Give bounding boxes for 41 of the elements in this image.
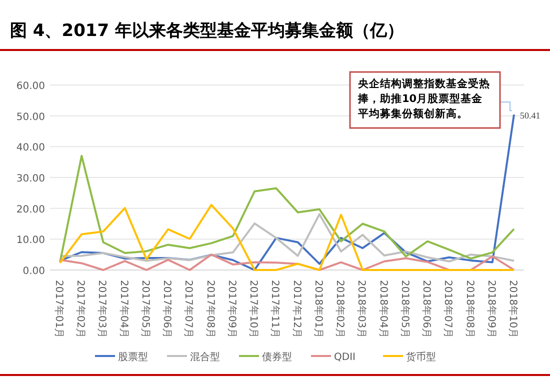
legend-label: QDII — [334, 352, 356, 363]
x-tick-label: 2017年07月 — [182, 280, 195, 338]
x-tick-label: 2018年07月 — [442, 280, 454, 338]
legend-label: 股票型 — [118, 351, 148, 363]
legend-label: 债券型 — [262, 351, 292, 363]
x-tick-label: 2017年02月 — [74, 280, 87, 338]
x-tick-label: 2017年12月 — [290, 280, 303, 338]
data-label: 50.41 — [520, 110, 540, 121]
x-tick-label: 2018年02月 — [334, 280, 346, 338]
legend-label: 混合型 — [190, 351, 220, 363]
legend-label: 货币型 — [406, 351, 436, 363]
chart-title: 图 4、2017 年以来各类型基金平均募集金额（亿） — [10, 21, 404, 41]
x-tick-label: 2018年01月 — [312, 280, 324, 338]
y-tick-label: 50.00 — [16, 112, 45, 123]
x-tick-label: 2018年03月 — [356, 280, 368, 338]
x-tick-label: 2017年10月 — [248, 280, 260, 338]
y-tick-label: 10.00 — [16, 235, 45, 246]
line-series — [59, 204, 515, 271]
y-tick-label: 30.00 — [16, 174, 45, 184]
x-tick-label: 2017年05月 — [139, 280, 152, 338]
x-tick-label: 2018年09月 — [485, 280, 498, 338]
x-tick-label: 2018年10月 — [507, 280, 519, 338]
y-tick-label: 20.00 — [16, 204, 45, 216]
line-series — [59, 254, 515, 271]
y-tick-label: 60.00 — [16, 81, 45, 92]
y-tick-label: 40.00 — [16, 142, 45, 154]
x-tick-label: 2017年03月 — [96, 280, 108, 338]
x-tick-label: 2017年04月 — [118, 280, 130, 338]
x-tick-label: 2017年11月 — [269, 280, 282, 338]
x-tick-label: 2017年01月 — [53, 280, 65, 338]
x-tick-label: 2018年05月 — [398, 280, 411, 338]
line-series — [59, 154, 515, 264]
line-series — [59, 213, 515, 262]
y-tick-label: 0.00 — [22, 266, 45, 277]
x-tick-label: 2018年08月 — [464, 280, 476, 338]
x-tick-label: 2018年06月 — [420, 280, 433, 338]
annotation: 央企结构调整指数基金受热捧，助推10月股票型基金平均募集份额创新高。 — [357, 77, 490, 120]
x-tick-label: 2017年08月 — [204, 280, 216, 338]
x-tick-label: 2018年04月 — [377, 280, 390, 338]
x-tick-label: 2017年06月 — [161, 280, 174, 338]
x-tick-label: 2017年09月 — [226, 280, 238, 338]
